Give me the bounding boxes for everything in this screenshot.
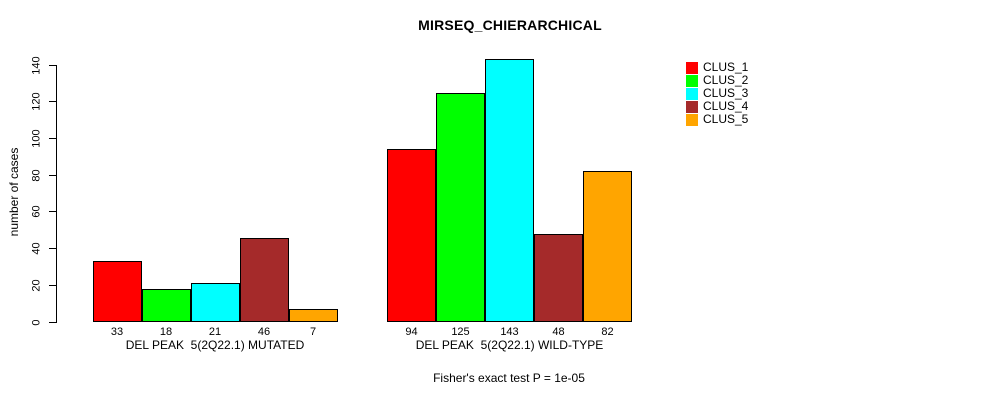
y-tick-label: 60 bbox=[30, 205, 43, 218]
bar-clus_4-group1 bbox=[239, 238, 289, 322]
y-tick-mark bbox=[49, 284, 56, 286]
legend-item-clus_5: CLUS_5 bbox=[686, 113, 748, 126]
legend-item-clus_2: CLUS_2 bbox=[686, 74, 748, 87]
bar-value-label: 21 bbox=[208, 326, 222, 338]
legend-item-clus_3: CLUS_3 bbox=[686, 87, 748, 100]
y-tick-label: 80 bbox=[30, 169, 43, 182]
y-tick-mark bbox=[49, 321, 56, 323]
chart-title: MIRSEQ_CHIERARCHICAL bbox=[418, 17, 602, 33]
legend-swatch-icon bbox=[686, 100, 698, 113]
legend-label: CLUS_4 bbox=[703, 99, 749, 113]
bar-value-label: 143 bbox=[500, 326, 519, 338]
group-label-1: DEL PEAK 5(2Q22.1) MUTATED bbox=[125, 338, 305, 352]
bar-clus_3-group2 bbox=[485, 59, 534, 322]
bar-clus_3-group1 bbox=[190, 283, 240, 322]
legend-label: CLUS_2 bbox=[703, 73, 749, 87]
bar-clus_4-group2 bbox=[534, 234, 583, 322]
y-tick-mark bbox=[49, 248, 56, 250]
y-tick-label: 120 bbox=[30, 92, 43, 111]
bar-clus_1-group2 bbox=[387, 149, 436, 322]
bar-clus_5-group2 bbox=[583, 171, 632, 322]
bar-clus_5-group1 bbox=[288, 309, 338, 322]
bar-value-label: 33 bbox=[110, 326, 124, 338]
bar-value-label: 94 bbox=[405, 326, 418, 338]
bar-value-label: 125 bbox=[451, 326, 470, 338]
y-tick-label: 40 bbox=[30, 242, 43, 255]
legend-swatch-icon bbox=[686, 113, 698, 126]
legend-swatch-icon bbox=[686, 61, 698, 74]
bar-value-label: 82 bbox=[601, 326, 614, 338]
legend: CLUS_1 CLUS_2 CLUS_3 CLUS_4 CLUS_5 bbox=[686, 61, 748, 126]
bar-clus_1-group1 bbox=[92, 261, 142, 322]
y-axis-line bbox=[56, 65, 57, 323]
group-label-2: DEL PEAK 5(2Q22.1) WILD-TYPE bbox=[415, 338, 604, 352]
bar-clus_2-group1 bbox=[141, 289, 191, 322]
bar-value-label: 7 bbox=[309, 326, 317, 338]
y-tick-mark bbox=[49, 64, 56, 66]
legend-item-clus_4: CLUS_4 bbox=[686, 100, 748, 113]
bar-value-label: 48 bbox=[552, 326, 565, 338]
y-tick-mark bbox=[49, 137, 56, 139]
y-axis-label: number of cases bbox=[7, 147, 21, 237]
legend-swatch-icon bbox=[686, 87, 698, 100]
y-tick-mark bbox=[49, 101, 56, 103]
bar-clus_2-group2 bbox=[436, 93, 485, 322]
y-tick-label: 100 bbox=[30, 129, 43, 148]
y-tick-mark bbox=[49, 211, 56, 213]
footnote: Fisher's exact test P = 1e-05 bbox=[433, 371, 585, 385]
y-tick-label: 0 bbox=[30, 318, 43, 326]
legend-label: CLUS_1 bbox=[703, 60, 749, 74]
legend-item-clus_1: CLUS_1 bbox=[686, 61, 748, 74]
y-tick-mark bbox=[49, 174, 56, 176]
bar-value-label: 46 bbox=[257, 326, 271, 338]
legend-swatch-icon bbox=[686, 74, 698, 87]
legend-label: CLUS_3 bbox=[703, 86, 749, 100]
bar-value-label: 18 bbox=[159, 326, 173, 338]
y-tick-label: 20 bbox=[30, 279, 43, 292]
legend-label: CLUS_5 bbox=[703, 112, 749, 126]
y-tick-label: 140 bbox=[30, 55, 43, 75]
